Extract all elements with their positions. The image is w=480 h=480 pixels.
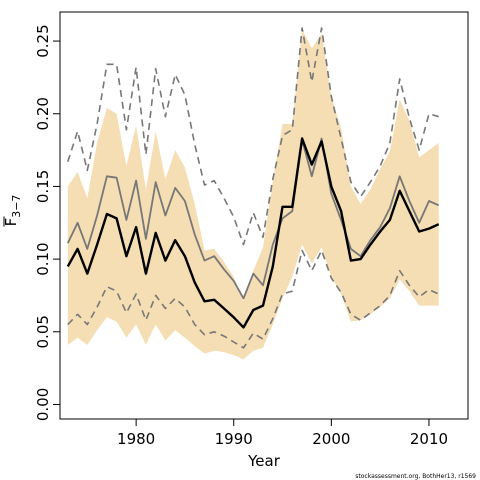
x-tick-label: 1980: [117, 430, 155, 448]
x-tick-label: 2010: [410, 430, 448, 448]
previous-lower-line: [67, 249, 440, 349]
y-axis-title-subscript: 3−7: [10, 195, 23, 218]
y-tick-label: 0.25: [34, 24, 52, 57]
svg-text:F3−7: F3−7: [2, 195, 23, 227]
axes-layer: 1980 1990 2000 2010 0.00 0.05 0.10 0.15 0.20 0.25: [34, 24, 448, 448]
confidence-band-layer: [67, 29, 439, 360]
plot-frame: [59, 11, 469, 420]
y-tick-label: 0.15: [34, 170, 52, 203]
y-tick-label: 0.05: [34, 315, 52, 348]
x-tick-label: 1990: [215, 430, 253, 448]
estimate-line: [66, 137, 440, 329]
y-tick-label: 0.10: [34, 242, 52, 275]
y-tick-label: 0.00: [34, 388, 52, 421]
y-axis-title: F3−7: [2, 195, 23, 227]
previous-upper-line: [67, 27, 439, 246]
series-lines-layer: [66, 27, 440, 349]
x-tick-label: 2000: [312, 430, 350, 448]
y-tick-label: 0.20: [34, 97, 52, 130]
confidence-band: [67, 29, 439, 360]
credit-text: stockassessment.org, BothHer13, r1569: [355, 473, 476, 480]
previous-estimate-line: [66, 137, 440, 300]
y-axis-title-main: F: [2, 218, 20, 227]
x-axis-title: Year: [247, 452, 281, 470]
